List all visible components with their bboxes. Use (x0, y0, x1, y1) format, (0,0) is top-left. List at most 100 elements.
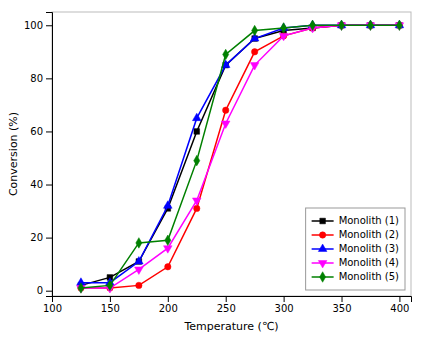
x-axis: 100 150 200 250 300 350 400 (43, 296, 412, 314)
legend-label: Monolith (4) (339, 257, 399, 268)
legend-marker (318, 244, 327, 251)
tick-mark (342, 296, 343, 302)
marks (77, 20, 404, 293)
tick: 80 (30, 73, 52, 84)
tick-mark (110, 296, 111, 302)
chart: 100 150 200 250 300 350 400 0 20 40 60 80 100 Monolit… (0, 0, 425, 338)
legend-item: Monolith (1) (312, 215, 399, 226)
point (223, 49, 229, 60)
tick-mark (46, 291, 52, 292)
tick-label: 20 (30, 232, 43, 243)
point (194, 129, 200, 135)
plot-area: 100 150 200 250 300 350 400 0 20 40 60 80 100 Monolit… (24, 12, 412, 314)
series-line (81, 25, 399, 288)
tick-label: 150 (101, 303, 120, 314)
tick-label: 80 (30, 73, 43, 84)
axis-line (53, 297, 412, 303)
point (135, 257, 144, 264)
tick: 0 (37, 285, 52, 296)
point (281, 23, 287, 34)
y-axis-title: Conversion (%) (7, 112, 20, 196)
series-line (81, 25, 399, 282)
series (78, 22, 402, 288)
tick: 100 (43, 296, 62, 314)
legend-marker (319, 232, 325, 238)
point (192, 113, 201, 120)
legend-item: Monolith (2) (312, 229, 399, 240)
tick-label: 400 (390, 303, 409, 314)
point (194, 205, 200, 211)
point (164, 246, 173, 253)
point (107, 280, 113, 291)
legend-item: Monolith (4) (312, 257, 399, 268)
tick-label: 300 (275, 303, 294, 314)
point (164, 201, 173, 208)
tick-mark (46, 78, 52, 79)
point (338, 20, 344, 31)
point (192, 198, 201, 205)
legend-label: Monolith (1) (339, 215, 399, 226)
point (135, 267, 144, 274)
point (223, 107, 229, 113)
point (250, 63, 259, 70)
tick: 150 (101, 296, 120, 314)
tick-label: 250 (217, 303, 236, 314)
point (279, 33, 288, 40)
tick: 300 (275, 296, 294, 314)
legend-item: Monolith (3) (312, 243, 399, 254)
tick-label: 100 (24, 20, 43, 31)
tick-mark (284, 296, 285, 302)
point (310, 20, 316, 31)
tick-mark (399, 296, 400, 302)
series (77, 20, 404, 285)
legend-label: Monolith (2) (339, 229, 399, 240)
tick-mark (46, 185, 52, 186)
x-axis-title: Temperature (℃) (183, 320, 278, 333)
tick-mark (46, 131, 52, 132)
tick-label: 40 (30, 179, 43, 190)
legend-marker (318, 261, 327, 268)
point (367, 20, 373, 31)
axis-line (46, 13, 53, 297)
tick: 20 (30, 232, 52, 243)
tick: 200 (159, 296, 178, 314)
point (252, 25, 258, 36)
series-line (81, 25, 399, 285)
tick: 60 (30, 126, 52, 137)
series (78, 20, 403, 293)
point (194, 155, 200, 166)
tick-mark (226, 296, 227, 302)
point (396, 20, 402, 31)
legend-label: Monolith (5) (339, 271, 399, 282)
tick-label: 60 (30, 126, 43, 137)
point (251, 49, 257, 55)
legend-marker (320, 218, 326, 224)
tick-mark (168, 296, 169, 302)
tick: 350 (332, 296, 351, 314)
point (136, 282, 142, 288)
legend-item: Monolith (5) (312, 271, 399, 282)
tick-label: 100 (43, 303, 62, 314)
tick-label: 200 (159, 303, 178, 314)
series-line (81, 25, 399, 288)
point (78, 283, 84, 294)
point (221, 121, 230, 128)
legend-box (306, 208, 405, 290)
series (77, 23, 404, 293)
legend-label: Monolith (3) (339, 243, 399, 254)
tick: 100 (24, 20, 52, 31)
point (136, 238, 142, 249)
tick-mark (46, 238, 52, 239)
tick-label: 0 (37, 285, 43, 296)
tick: 40 (30, 179, 52, 190)
series-line (81, 25, 399, 288)
tick: 250 (217, 296, 236, 314)
point (165, 235, 171, 246)
series (78, 22, 403, 291)
tick-mark (46, 25, 52, 26)
legend: Monolith (1) Monolith (2) Monolith (3) Mono… (306, 208, 405, 290)
y-axis: 0 20 40 60 80 100 (24, 13, 53, 297)
plot-frame (52, 12, 411, 296)
point (165, 264, 171, 270)
legend-marker (320, 272, 326, 283)
